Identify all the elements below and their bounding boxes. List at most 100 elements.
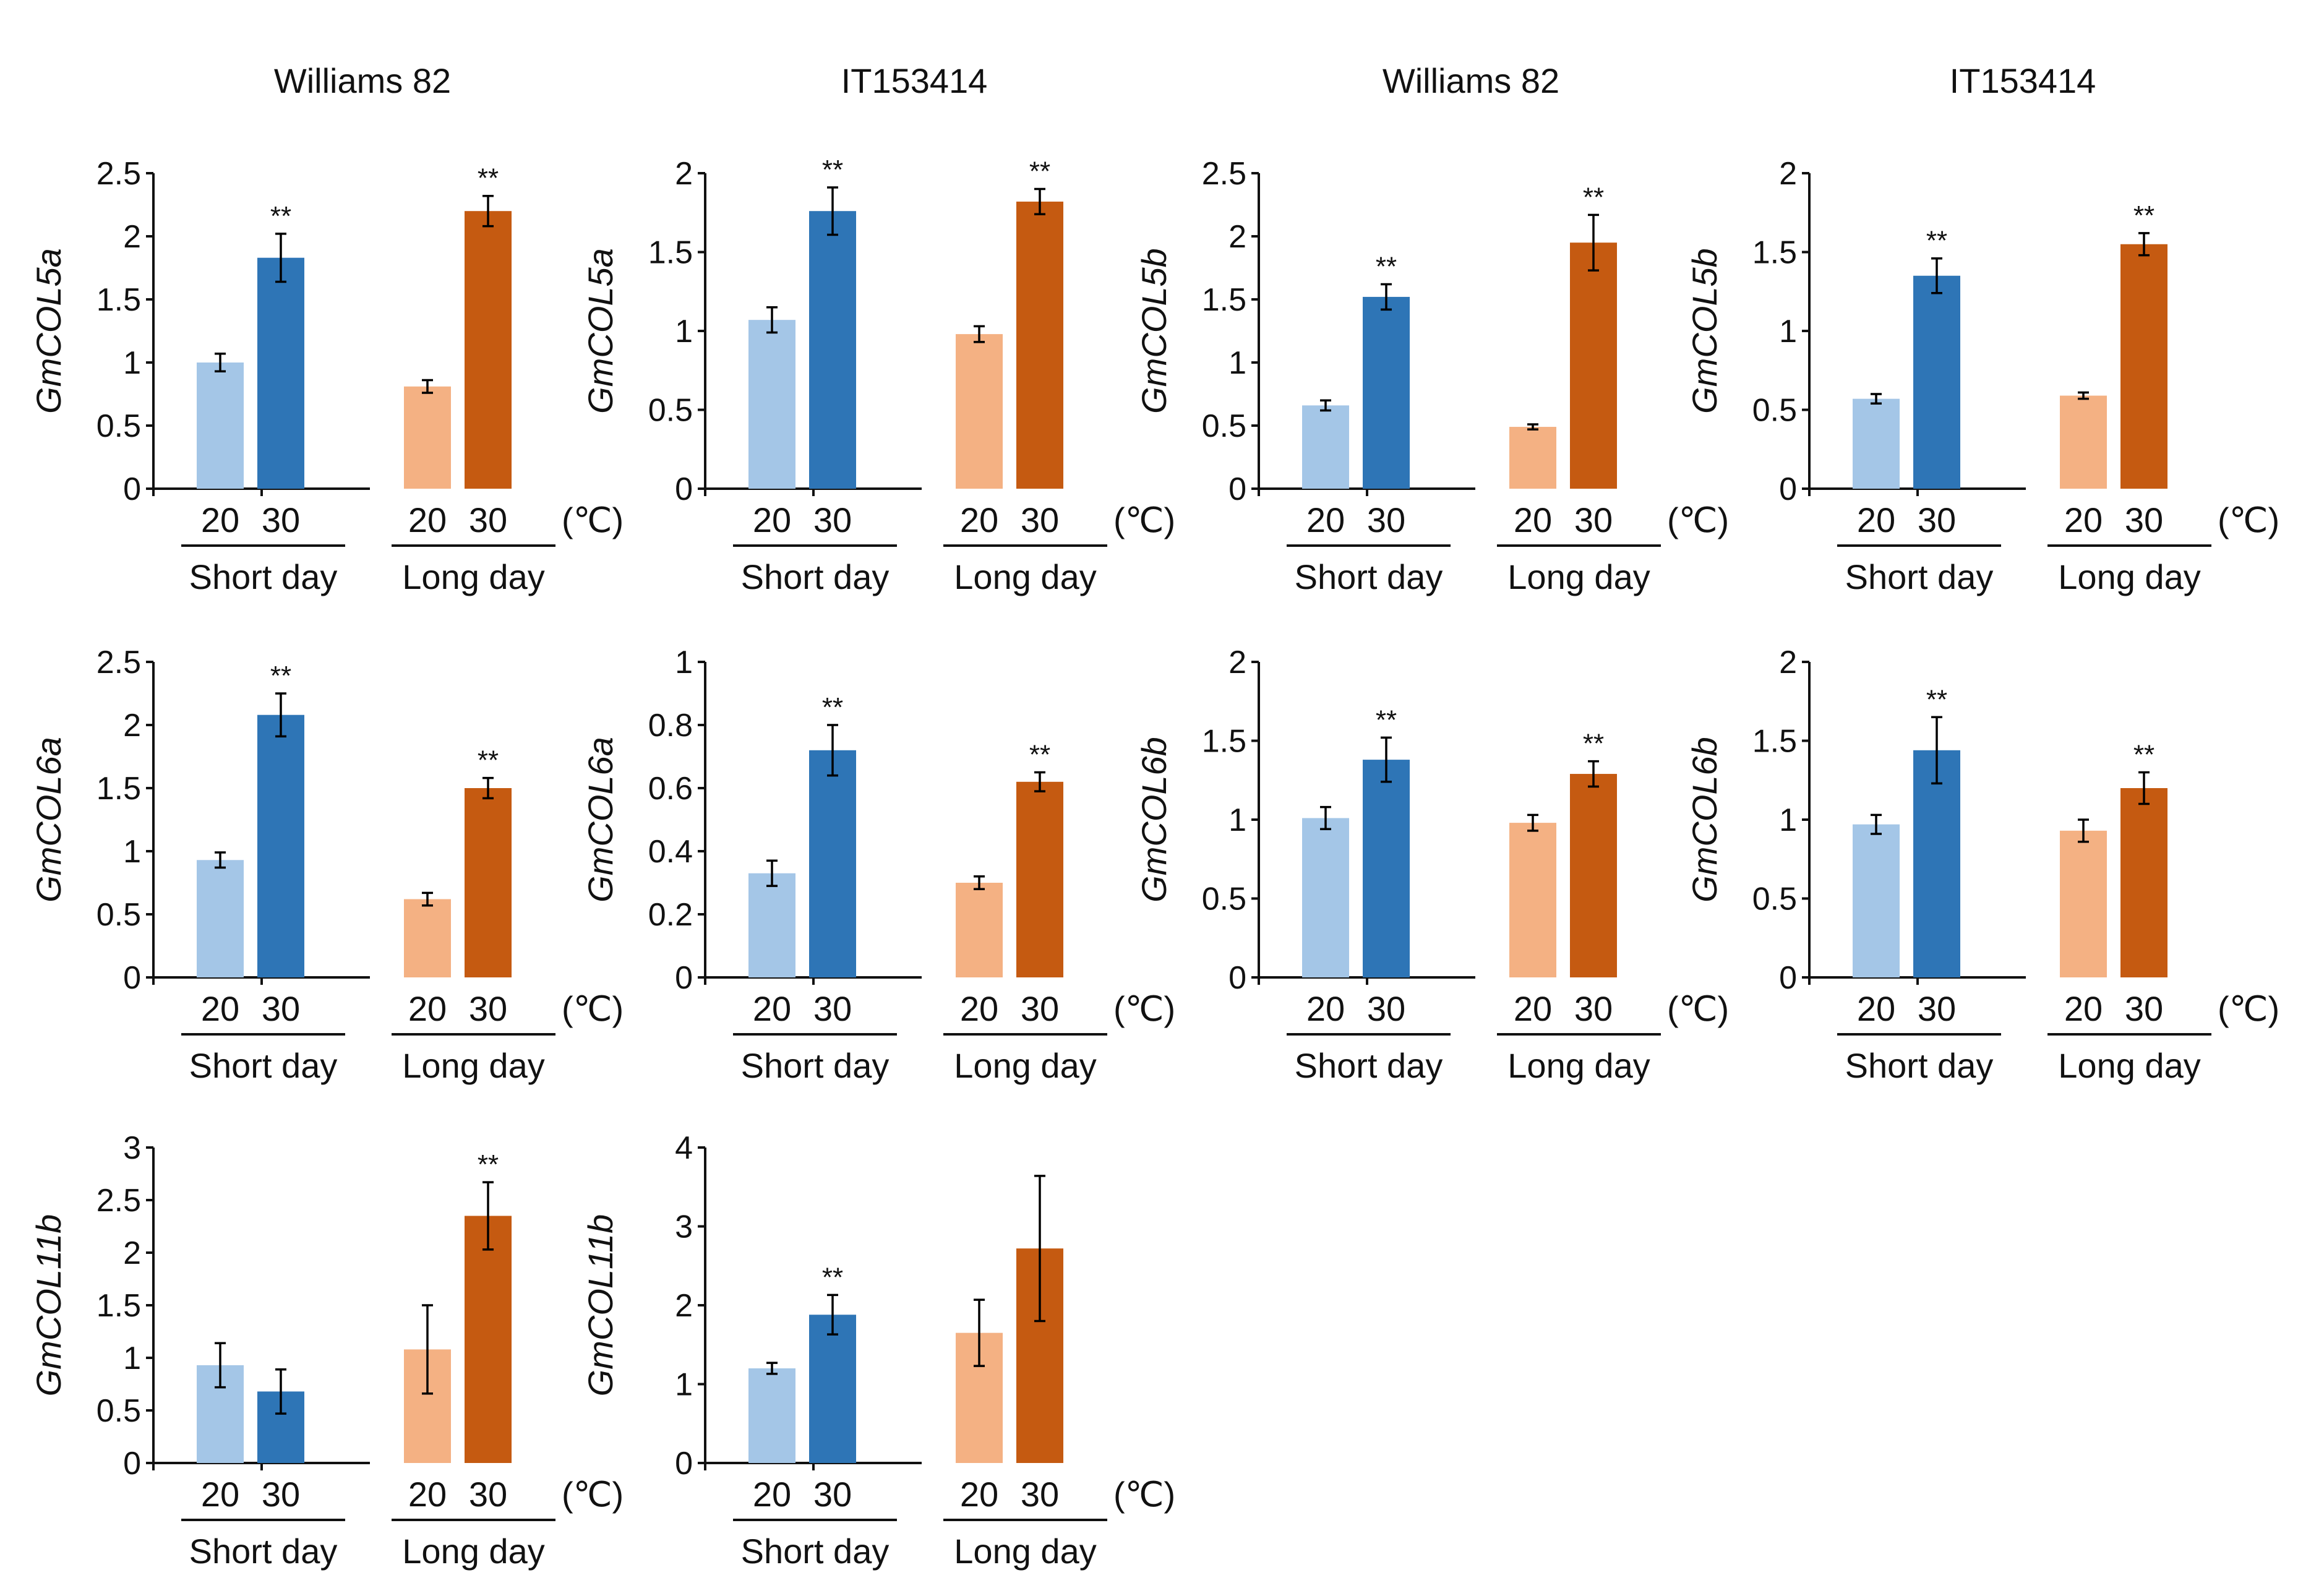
unit-label: (℃): [1113, 500, 1175, 539]
category-label: 20: [960, 989, 998, 1028]
group-label: Short day: [189, 557, 338, 596]
y-tick-label: 1: [1228, 345, 1246, 381]
group-label: Short day: [1295, 557, 1443, 596]
bar-1: [197, 860, 244, 977]
significance-label: **: [1926, 684, 1947, 714]
y-tick-label: 3: [675, 1209, 693, 1245]
significance-label: **: [1029, 157, 1050, 187]
bar-4: [1016, 201, 1063, 489]
category-label: 20: [201, 500, 239, 539]
group-label: Short day: [741, 1046, 890, 1085]
y-tick-label: 0.5: [1202, 408, 1246, 444]
y-tick-label: 0: [675, 960, 693, 996]
category-label: 20: [753, 500, 791, 539]
group-label: Long day: [954, 1532, 1096, 1571]
bar-1: [748, 873, 795, 977]
y-tick-label: 2.5: [96, 645, 141, 680]
bar-4: [2120, 244, 2167, 489]
y-tick-label: 2: [123, 708, 141, 744]
category-label: 30: [469, 1475, 507, 1514]
bar-1: [197, 363, 244, 489]
category-label: 20: [2064, 989, 2103, 1028]
category-label: 30: [262, 1475, 300, 1514]
bar-1: [1853, 398, 1900, 489]
bar-4: [1570, 774, 1617, 977]
bar-3: [1509, 427, 1556, 489]
y-axis-label: GmCOL6a: [29, 737, 68, 903]
category-label: 30: [1574, 500, 1613, 539]
category-label: 20: [408, 1475, 447, 1514]
category-label: 30: [1918, 989, 1956, 1028]
y-tick-label: 1: [675, 645, 693, 680]
bar-1: [748, 1368, 795, 1463]
y-tick-label: 2: [1228, 645, 1246, 680]
y-tick-label: 0.2: [648, 897, 693, 933]
category-label: 20: [1857, 500, 1895, 539]
y-axis-label: GmCOL11b: [29, 1214, 68, 1397]
bar-2: [1913, 275, 1960, 489]
category-label: 30: [262, 989, 300, 1028]
y-tick-label: 1.5: [1752, 724, 1797, 760]
y-tick-label: 0.5: [1202, 882, 1246, 917]
chart-panel-7: GmCOL6b 0 0.5 1 1.5 2 20 ** 30 20 ** 30 Short day Lon…: [1134, 645, 1729, 1085]
bar-4: [2120, 788, 2167, 977]
category-label: 30: [262, 500, 300, 539]
category-label: 30: [469, 989, 507, 1028]
category-label: 30: [1367, 500, 1405, 539]
unit-label: (℃): [1113, 1475, 1175, 1514]
category-label: 20: [201, 1475, 239, 1514]
unit-label: (℃): [562, 500, 624, 539]
group-label: Long day: [954, 557, 1096, 596]
bar-2: [809, 211, 856, 489]
unit-label: (℃): [562, 989, 624, 1028]
category-label: 30: [813, 989, 852, 1028]
y-axis-label: GmCOL5a: [29, 248, 68, 414]
group-label: Short day: [1845, 1046, 1994, 1085]
group-label: Long day: [1507, 557, 1650, 596]
group-label: Long day: [1507, 1046, 1650, 1085]
category-label: 20: [1514, 500, 1552, 539]
y-tick-label: 1: [123, 345, 141, 381]
group-label: Short day: [1845, 557, 1994, 596]
y-tick-label: 2: [675, 1288, 693, 1324]
column-title-3: Williams 82: [1383, 61, 1559, 100]
y-tick-label: 1.5: [1202, 282, 1246, 318]
category-label: 30: [1021, 989, 1059, 1028]
y-tick-label: 3: [123, 1130, 141, 1166]
category-label: 30: [2125, 989, 2163, 1028]
category-label: 20: [1306, 500, 1345, 539]
y-axis-label: GmCOL6a: [581, 737, 620, 903]
y-tick-label: 2: [675, 156, 693, 192]
y-tick-label: 0.6: [648, 771, 693, 807]
bar-4: [1570, 242, 1617, 489]
group-label: Long day: [402, 1532, 544, 1571]
significance-label: **: [1376, 705, 1397, 735]
category-label: 20: [408, 989, 447, 1028]
category-label: 20: [1857, 989, 1895, 1028]
significance-label: **: [478, 163, 499, 194]
group-label: Short day: [189, 1046, 338, 1085]
y-axis-label: GmCOL6b: [1134, 737, 1173, 903]
group-label: Long day: [2058, 1046, 2200, 1085]
category-label: 20: [1306, 989, 1345, 1028]
category-label: 20: [2064, 500, 2103, 539]
y-tick-label: 4: [675, 1130, 693, 1166]
bar-1: [748, 320, 795, 489]
y-tick-label: 1.5: [1752, 235, 1797, 271]
category-label: 30: [2125, 500, 2163, 539]
bar-1: [1302, 405, 1349, 489]
column-title-4: IT153414: [1950, 61, 2096, 100]
chart-panel-2: GmCOL5a 0 0.5 1 1.5 2 20 ** 30 20 ** 30 Short day Lon…: [581, 155, 1175, 596]
unit-label: (℃): [2218, 989, 2279, 1028]
chart-panel-4: GmCOL5b 0 0.5 1 1.5 2 20 ** 30 20 ** 30 Short day Lon…: [1685, 156, 2279, 596]
group-label: Long day: [402, 1046, 544, 1085]
chart-panel-8: GmCOL6b 0 0.5 1 1.5 2 20 ** 30 20 ** 30 Short day Lon…: [1685, 645, 2279, 1085]
significance-label: **: [270, 661, 291, 691]
significance-label: **: [478, 745, 499, 776]
bar-3: [2060, 395, 2107, 489]
y-tick-label: 0.5: [648, 393, 693, 429]
bar-2: [1363, 760, 1410, 977]
category-label: 30: [1574, 989, 1613, 1028]
bar-4: [465, 1216, 512, 1463]
